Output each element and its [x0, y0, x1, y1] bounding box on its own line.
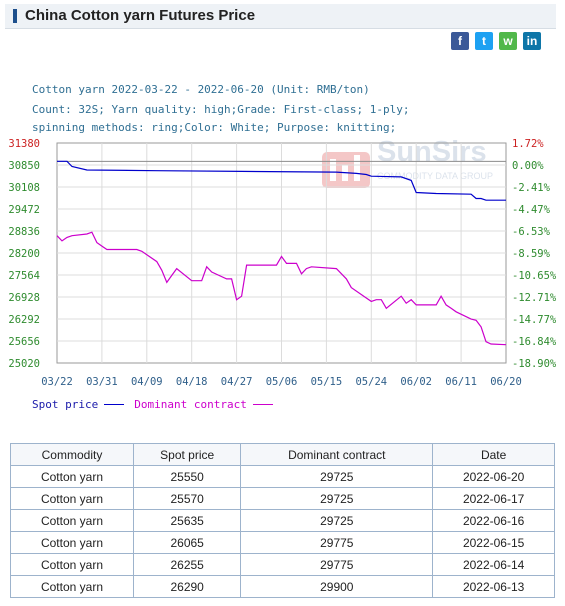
y-tick-label-left: 26928	[8, 292, 40, 304]
cell-dominant-contract: 29775	[240, 531, 434, 554]
series-line-dominant-contract	[56, 231, 507, 346]
page-header: China Cotton yarn Futures Price	[5, 4, 556, 29]
price-chart: SunSirs COMMODITY DATA GROUP 31380308503…	[8, 136, 557, 388]
series-line-spot-price	[57, 160, 506, 201]
x-axis: 03/22 03/31 04/09 04/18 04/27 05/06 05/15 05/24…	[41, 376, 522, 388]
wechat-icon[interactable]: w	[499, 32, 517, 50]
linkedin-icon[interactable]: in	[523, 32, 541, 50]
cell-dominant-contract: 29900	[240, 575, 434, 598]
x-tick-label: 05/15	[311, 376, 343, 388]
x-tick-label: 06/02	[400, 376, 432, 388]
header-accent-bar	[13, 9, 17, 23]
y-tick-label-left: 26292	[8, 314, 40, 326]
twitter-icon[interactable]: t	[475, 32, 493, 50]
cell-date: 2022-06-13	[432, 575, 555, 598]
y-tick-label-right: -6.53%	[512, 226, 551, 238]
cell-dominant-contract: 29725	[240, 487, 434, 510]
cell-date: 2022-06-15	[432, 531, 555, 554]
legend-label-spot: Spot price	[32, 398, 99, 411]
x-tick-label: 05/06	[266, 376, 298, 388]
x-tick-label: 06/20	[490, 376, 522, 388]
page-title: China Cotton yarn Futures Price	[25, 7, 256, 24]
chart-info-line-3: spinning methods: ring;Color: White; Pur…	[32, 121, 397, 134]
y-tick-label-left: 25656	[8, 336, 40, 348]
legend-swatch-dominant	[252, 404, 273, 405]
y-tick-label-left: 29472	[8, 204, 40, 216]
y-tick-label-right: -18.90%	[512, 358, 557, 370]
price-table: Commodity Spot price Dominant contract D…	[10, 443, 555, 598]
cell-spot-price: 26290	[132, 575, 242, 598]
x-tick-label: 04/27	[221, 376, 253, 388]
x-tick-label: 04/09	[131, 376, 163, 388]
legend-item-dominant: Dominant contract	[134, 398, 279, 411]
col-header-date: Date	[432, 443, 555, 466]
y-axis-left: 31380 30850 30108 29472 28836 28200 27564 26928…	[8, 138, 40, 370]
share-bar: f t w in	[451, 32, 541, 50]
chart-grid	[56, 142, 507, 364]
cell-date: 2022-06-20	[432, 465, 555, 488]
y-tick-label-right: -16.84%	[512, 336, 557, 348]
cell-spot-price: 26255	[132, 553, 242, 576]
x-tick-label: 03/31	[86, 376, 118, 388]
cell-date: 2022-06-17	[432, 487, 555, 510]
cell-dominant-contract: 29775	[240, 553, 434, 576]
legend-item-spot: Spot price	[32, 398, 130, 411]
y-tick-label-right: 0.00%	[512, 160, 544, 172]
y-tick-label-right: -2.41%	[512, 182, 551, 194]
y-tick-label-left: 28200	[8, 248, 40, 260]
chart-info-line-1: Cotton yarn 2022-03-22 - 2022-06-20 (Uni…	[32, 83, 370, 96]
col-header-spot-price: Spot price	[132, 443, 242, 466]
y-tick-label-right: -8.59%	[512, 248, 551, 260]
cell-spot-price: 25570	[132, 487, 242, 510]
cell-spot-price: 25550	[132, 465, 242, 488]
x-tick-label: 05/24	[355, 376, 387, 388]
table-row: Cotton yarn 25570 29725 2022-06-17	[10, 487, 555, 510]
y-tick-label-right: 1.72%	[512, 138, 544, 150]
chart-series	[56, 160, 507, 346]
chart-legend: Spot price Dominant contract	[32, 398, 279, 411]
cell-commodity: Cotton yarn	[10, 509, 134, 532]
table-row: Cotton yarn 26065 29775 2022-06-15	[10, 531, 555, 554]
cell-date: 2022-06-14	[432, 553, 555, 576]
y-tick-label-right: -12.71%	[512, 292, 557, 304]
y-tick-label-left: 28836	[8, 226, 40, 238]
cell-commodity: Cotton yarn	[10, 553, 134, 576]
x-tick-label: 04/18	[176, 376, 208, 388]
cell-dominant-contract: 29725	[240, 465, 434, 488]
watermark-tagline: COMMODITY DATA GROUP	[377, 171, 493, 181]
table-header-row: Commodity Spot price Dominant contract D…	[10, 443, 555, 466]
y-tick-label-left: 27564	[8, 270, 40, 282]
table-row: Cotton yarn 25550 29725 2022-06-20	[10, 465, 555, 488]
facebook-icon[interactable]: f	[451, 32, 469, 50]
y-tick-label-right: -4.47%	[512, 204, 551, 216]
watermark: SunSirs COMMODITY DATA GROUP	[322, 136, 493, 188]
table-row: Cotton yarn 26290 29900 2022-06-13	[10, 575, 555, 598]
y-axis-right: 1.72% 0.00% -2.41% -4.47% -6.53% -8.59% -10.65…	[512, 138, 557, 370]
col-header-commodity: Commodity	[10, 443, 134, 466]
cell-commodity: Cotton yarn	[10, 575, 134, 598]
cell-spot-price: 26065	[132, 531, 242, 554]
cell-date: 2022-06-16	[432, 509, 555, 532]
cell-commodity: Cotton yarn	[10, 465, 134, 488]
x-tick-label: 06/11	[445, 376, 477, 388]
y-tick-label-left: 31380	[8, 138, 40, 150]
watermark-brand: SunSirs	[377, 136, 487, 168]
y-tick-label-right: -14.77%	[512, 314, 557, 326]
y-tick-label-left: 30850	[8, 160, 40, 172]
legend-swatch-spot	[104, 404, 125, 405]
x-tick-label: 03/22	[41, 376, 73, 388]
cell-commodity: Cotton yarn	[10, 487, 134, 510]
y-tick-label-left: 30108	[8, 182, 40, 194]
legend-label-dominant: Dominant contract	[134, 398, 247, 411]
cell-commodity: Cotton yarn	[10, 531, 134, 554]
y-tick-label-left: 25020	[8, 358, 40, 370]
y-tick-label-right: -10.65%	[512, 270, 557, 282]
cell-spot-price: 25635	[132, 509, 242, 532]
table-row: Cotton yarn 25635 29725 2022-06-16	[10, 509, 555, 532]
table-row: Cotton yarn 26255 29775 2022-06-14	[10, 553, 555, 576]
col-header-dominant-contract: Dominant contract	[240, 443, 434, 466]
chart-info-line-2: Count: 32S; Yarn quality: high;Grade: Fi…	[32, 103, 410, 116]
cell-dominant-contract: 29725	[240, 509, 434, 532]
